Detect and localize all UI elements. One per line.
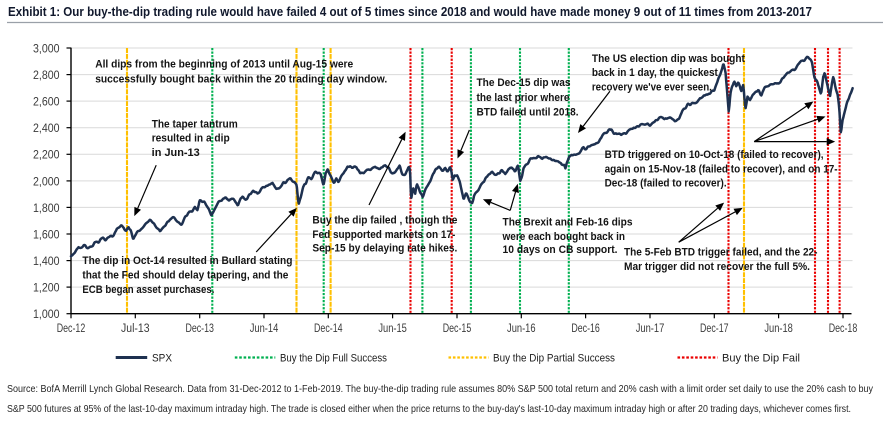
svg-text:Jun-16: Jun-16 xyxy=(507,321,536,335)
svg-text:Dec-17: Dec-17 xyxy=(700,321,729,335)
svg-text:2,600: 2,600 xyxy=(33,95,60,109)
svg-text:S&P 500 futures at 95% of the: S&P 500 futures at 95% of the last-10-da… xyxy=(7,404,851,415)
svg-text:Dec-16: Dec-16 xyxy=(571,321,600,335)
svg-text:Jun-15: Jun-15 xyxy=(378,321,407,335)
svg-text:1,800: 1,800 xyxy=(33,201,60,215)
svg-text:1,000: 1,000 xyxy=(33,307,60,321)
svg-text:2,000: 2,000 xyxy=(33,174,60,188)
svg-text:ECB began asset purchases.: ECB began asset purchases. xyxy=(82,284,214,296)
svg-text:3,000: 3,000 xyxy=(33,41,60,55)
svg-text:Buy the Dip Partial Success: Buy the Dip Partial Success xyxy=(493,353,616,365)
svg-text:Dec-15: Dec-15 xyxy=(443,321,472,335)
svg-text:again on 15-Nov-18 (failed to: again on 15-Nov-18 (failed to recover), … xyxy=(605,163,838,175)
svg-text:The US election dip was bought: The US election dip was bought xyxy=(592,53,745,65)
svg-text:BTD triggered on 10-Oct-18 (fa: BTD triggered on 10-Oct-18 (failed to re… xyxy=(605,149,824,161)
svg-text:SPX: SPX xyxy=(152,353,172,365)
svg-text:Jun-18: Jun-18 xyxy=(764,321,793,335)
svg-text:were each bought back in: were each bought back in xyxy=(502,231,625,243)
svg-text:1,600: 1,600 xyxy=(33,227,60,241)
svg-text:Dec-13: Dec-13 xyxy=(185,321,214,335)
svg-text:Jun-17: Jun-17 xyxy=(636,321,665,335)
svg-text:Exhibit 1: Our buy-the-dip tra: Exhibit 1: Our buy-the-dip trading rule … xyxy=(8,5,812,19)
svg-text:Dec-18: Dec-18 xyxy=(829,321,858,335)
svg-text:1,400: 1,400 xyxy=(33,254,60,268)
svg-text:The Brexit and Feb-16 dips: The Brexit and Feb-16 dips xyxy=(503,217,633,229)
svg-text:that the Fed should delay tape: that the Fed should delay tapering, and … xyxy=(82,269,288,281)
svg-text:in Jun-13: in Jun-13 xyxy=(152,147,200,159)
svg-text:The dip in Oct-14 resulted in: The dip in Oct-14 resulted in Bullard st… xyxy=(82,255,292,267)
svg-text:Dec-14: Dec-14 xyxy=(314,321,343,335)
svg-text:BTD failed until 2018.: BTD failed until 2018. xyxy=(477,106,579,118)
svg-text:Sep-15 by delaying rate hikes.: Sep-15 by delaying rate hikes. xyxy=(312,242,457,254)
svg-text:Jul-13: Jul-13 xyxy=(121,321,150,335)
svg-text:resulted in a dip: resulted in a dip xyxy=(152,133,231,145)
svg-text:Buy the Dip Fail: Buy the Dip Fail xyxy=(722,353,800,365)
svg-text:Dec-12: Dec-12 xyxy=(57,321,86,335)
svg-text:The Dec-15 dip was: The Dec-15 dip was xyxy=(477,77,571,89)
svg-text:Dec-18 (failed to recover).: Dec-18 (failed to recover). xyxy=(605,178,727,190)
svg-text:back in 1 day, the quickest: back in 1 day, the quickest xyxy=(592,67,718,79)
svg-text:Mar trigger did not recover th: Mar trigger did not recover the full 5%. xyxy=(624,261,810,273)
svg-text:10 days on CB support.: 10 days on CB support. xyxy=(503,244,618,256)
svg-text:2,200: 2,200 xyxy=(33,148,60,162)
svg-text:Fed supported markets on 17-: Fed supported markets on 17- xyxy=(312,229,455,241)
svg-text:The taper tantrum: The taper tantrum xyxy=(152,119,238,131)
svg-text:the last prior where: the last prior where xyxy=(477,92,570,104)
svg-text:Jun-14: Jun-14 xyxy=(250,321,279,335)
svg-text:1,200: 1,200 xyxy=(33,281,60,295)
svg-text:The 5-Feb BTD trigger failed,: The 5-Feb BTD trigger failed, and the 22… xyxy=(624,246,818,258)
svg-text:recovery we've ever seen.: recovery we've ever seen. xyxy=(592,81,712,93)
svg-text:successfully bought back withi: successfully bought back within the 20 t… xyxy=(95,74,387,86)
svg-text:Source: BofA Merrill Lynch Glo: Source: BofA Merrill Lynch Global Resear… xyxy=(7,384,874,395)
svg-text:Buy the dip failed , though th: Buy the dip failed , though the xyxy=(312,214,457,226)
svg-text:All dips from the beginning of: All dips from the beginning of 2013 unti… xyxy=(95,59,353,71)
svg-text:2,800: 2,800 xyxy=(33,68,60,82)
svg-text:Buy the Dip Full Success: Buy the Dip Full Success xyxy=(280,353,388,365)
svg-text:2,400: 2,400 xyxy=(33,121,60,135)
